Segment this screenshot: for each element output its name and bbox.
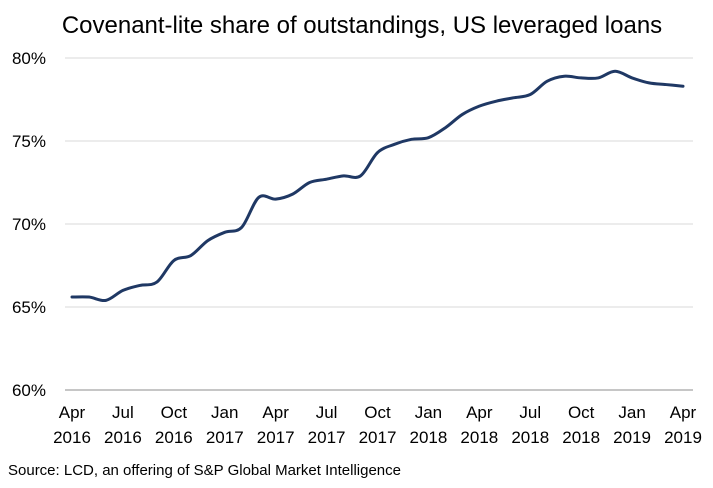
gridlines	[65, 57, 693, 308]
x-tick-month-oct-2016: Oct	[161, 403, 188, 422]
x-tick-year-oct-2018: 2018	[562, 428, 600, 447]
x-tick-month-oct-2017: Oct	[364, 403, 391, 422]
y-tick-label-65: 65%	[12, 298, 46, 317]
y-tick-label-60: 60%	[12, 381, 46, 400]
x-tick-month-apr-2016: Apr	[59, 403, 86, 422]
x-tick-year-oct-2017: 2017	[359, 428, 397, 447]
x-tick-month-apr-2018: Apr	[466, 403, 493, 422]
y-axis-tick-labels: 60% 65% 70% 75% 80%	[12, 49, 46, 400]
x-tick-year-apr-2017: 2017	[257, 428, 295, 447]
series-line-0	[70, 69, 685, 303]
y-tick-label-70: 70%	[12, 215, 46, 234]
x-tick-year-jul-2017: 2017	[308, 428, 346, 447]
y-tick-label-75: 75%	[12, 132, 46, 151]
x-tick-year-jan-2018: 2018	[410, 428, 448, 447]
x-tick-year-jan-2019: 2019	[613, 428, 651, 447]
x-tick-year-jul-2018: 2018	[511, 428, 549, 447]
chart-title: Covenant-lite share of outstandings, US …	[62, 12, 662, 39]
y-tick-label-80: 80%	[12, 49, 46, 68]
x-tick-year-jan-2017: 2017	[206, 428, 244, 447]
x-tick-year-oct-2016: 2016	[155, 428, 193, 447]
x-tick-month-jul-2016: Jul	[112, 403, 134, 422]
x-tick-month-apr-2019: Apr	[670, 403, 697, 422]
x-tick-month-oct-2018: Oct	[568, 403, 595, 422]
x-tick-month-jul-2017: Jul	[316, 403, 338, 422]
x-tick-month-apr-2017: Apr	[262, 403, 289, 422]
x-axis-tick-labels: Apr 2016 Jul 2016 Oct 2016 Jan 2017 Apr 2017 Jul 20…	[53, 403, 702, 447]
x-tick-month-jan-2017: Jan	[211, 403, 238, 422]
x-tick-year-apr-2019: 2019	[664, 428, 702, 447]
series-layer	[70, 69, 685, 303]
x-tick-month-jul-2018: Jul	[519, 403, 541, 422]
x-tick-year-apr-2018: 2018	[460, 428, 498, 447]
source-note: Source: LCD, an offering of S&P Global M…	[8, 462, 401, 479]
x-tick-year-jul-2016: 2016	[104, 428, 142, 447]
x-tick-year-apr-2016: 2016	[53, 428, 91, 447]
x-tick-month-jan-2018: Jan	[415, 403, 442, 422]
x-tick-month-jan-2019: Jan	[618, 403, 645, 422]
